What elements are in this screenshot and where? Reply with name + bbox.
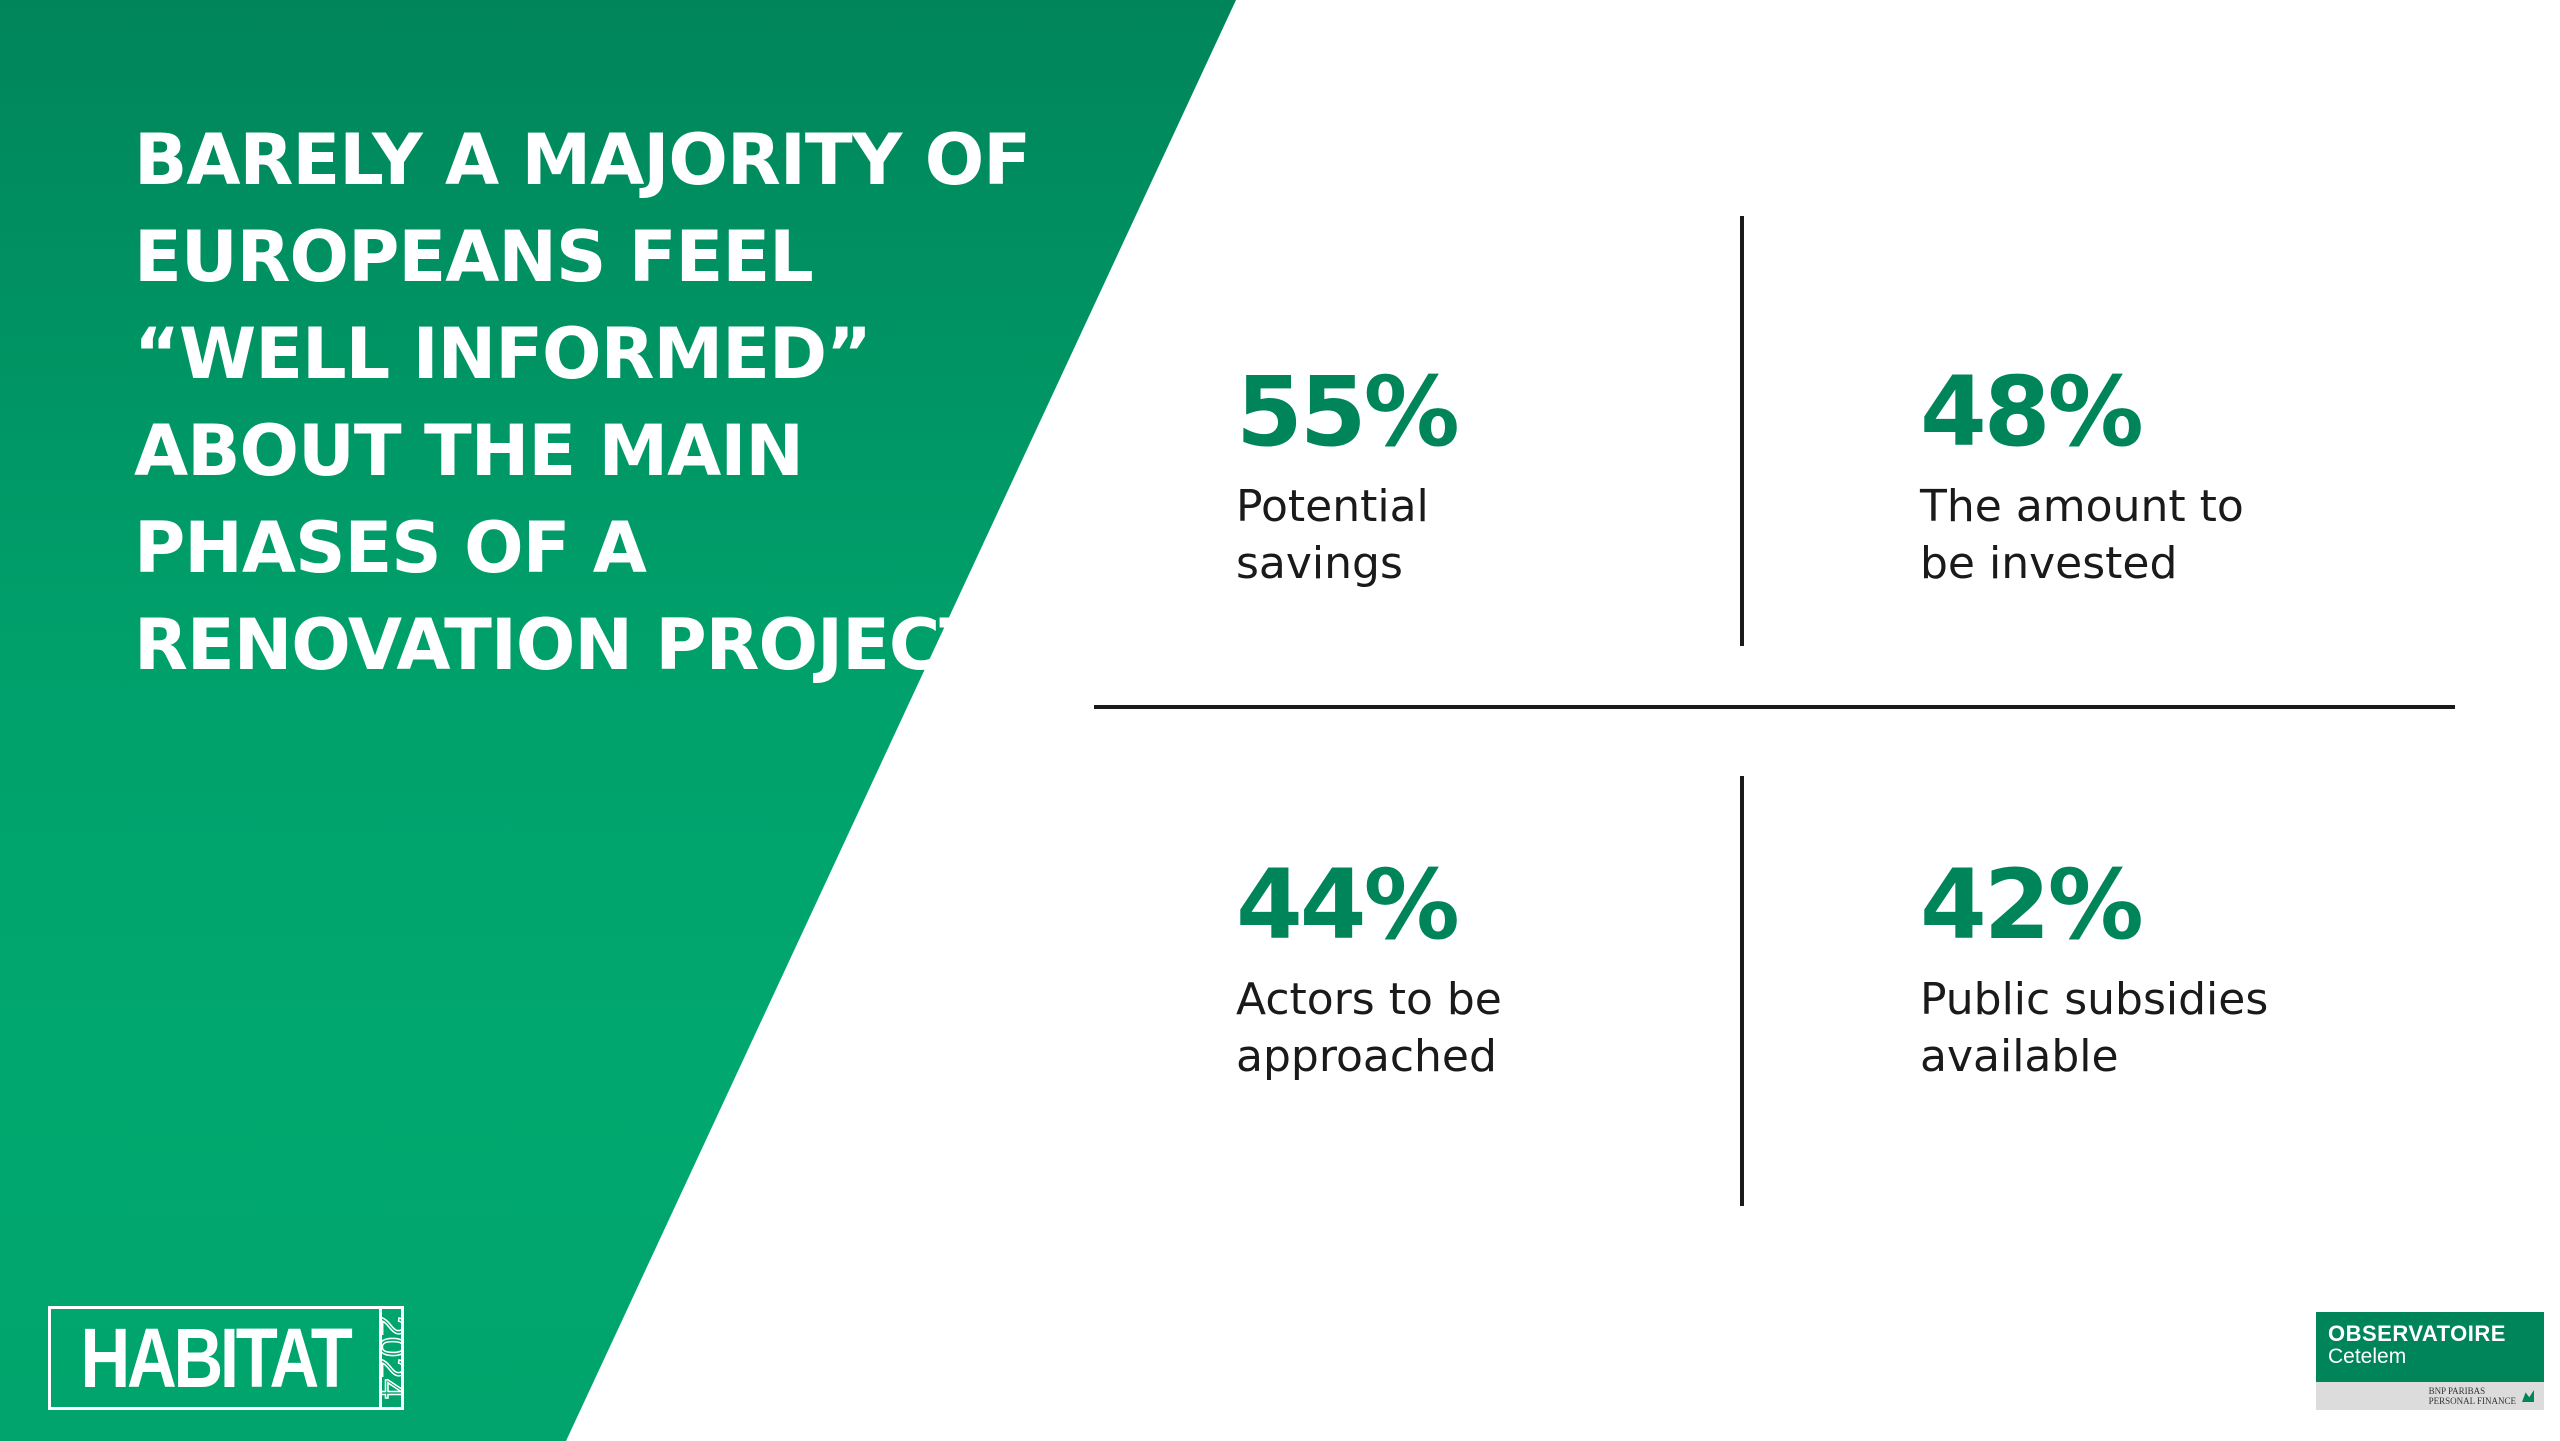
observatoire-logo-block: OBSERVATOIRE Cetelem <box>2316 1312 2544 1382</box>
habitat-2024-logo: HABITAT 2024 <box>48 1306 404 1410</box>
bnp-paribas-line: BNP PARIBAS <box>2428 1386 2486 1396</box>
bnp-paribas-text: BNP PARIBAS PERSONAL FINANCE <box>2429 1386 2516 1406</box>
stat-value: 48% <box>1920 356 2144 468</box>
observatoire-cetelem-logo: OBSERVATOIRE Cetelem BNP PARIBAS PERSONA… <box>2316 1312 2544 1410</box>
stat-potential-savings: 55% Potential savings <box>1236 362 1836 592</box>
bnp-paribas-icon <box>2522 1390 2534 1402</box>
stat-label: The amount to be invested <box>1920 481 2244 589</box>
headline-line: BARELY A MAJORITY OF <box>134 119 1031 201</box>
habitat-logo-word: HABITAT <box>80 1310 353 1405</box>
bnp-paribas-bar: BNP PARIBAS PERSONAL FINANCE <box>2316 1382 2544 1410</box>
stat-value: 55% <box>1236 356 1460 468</box>
vertical-divider-bottom <box>1740 776 1744 1206</box>
headline-line: PHASES OF A <box>134 507 647 589</box>
habitat-logo-year: 2024 <box>379 1315 401 1401</box>
vertical-divider-top <box>1740 216 1744 646</box>
stat-label: Public subsidies available <box>1920 974 2269 1082</box>
headline-line: “WELL INFORMED” <box>134 313 872 395</box>
observatoire-logo-title: OBSERVATOIRE <box>2328 1321 2506 1346</box>
bnp-paribas-line: PERSONAL FINANCE <box>2428 1396 2516 1406</box>
stat-label: Actors to be approached <box>1236 974 1502 1082</box>
headline-line: ABOUT THE MAIN <box>134 410 804 492</box>
stat-label: Potential savings <box>1236 481 1429 589</box>
stat-value: 44% <box>1236 849 1460 961</box>
headline-line: EUROPEANS FEEL <box>134 216 814 298</box>
observatoire-logo-subtitle: Cetelem <box>2328 1345 2407 1368</box>
stat-amount-invested: 48% The amount to be invested <box>1920 362 2520 592</box>
headline: BARELY A MAJORITY OF EUROPEANS FEEL “WEL… <box>134 112 1034 694</box>
habitat-logo-year-box: 2024 <box>379 1309 401 1407</box>
headline-line: RENOVATION PROJECT <box>134 604 987 686</box>
horizontal-divider <box>1094 705 2455 709</box>
stat-value: 42% <box>1920 849 2144 961</box>
stat-public-subsidies: 42% Public subsidies available <box>1920 855 2520 1085</box>
stat-actors-approached: 44% Actors to be approached <box>1236 855 1836 1085</box>
